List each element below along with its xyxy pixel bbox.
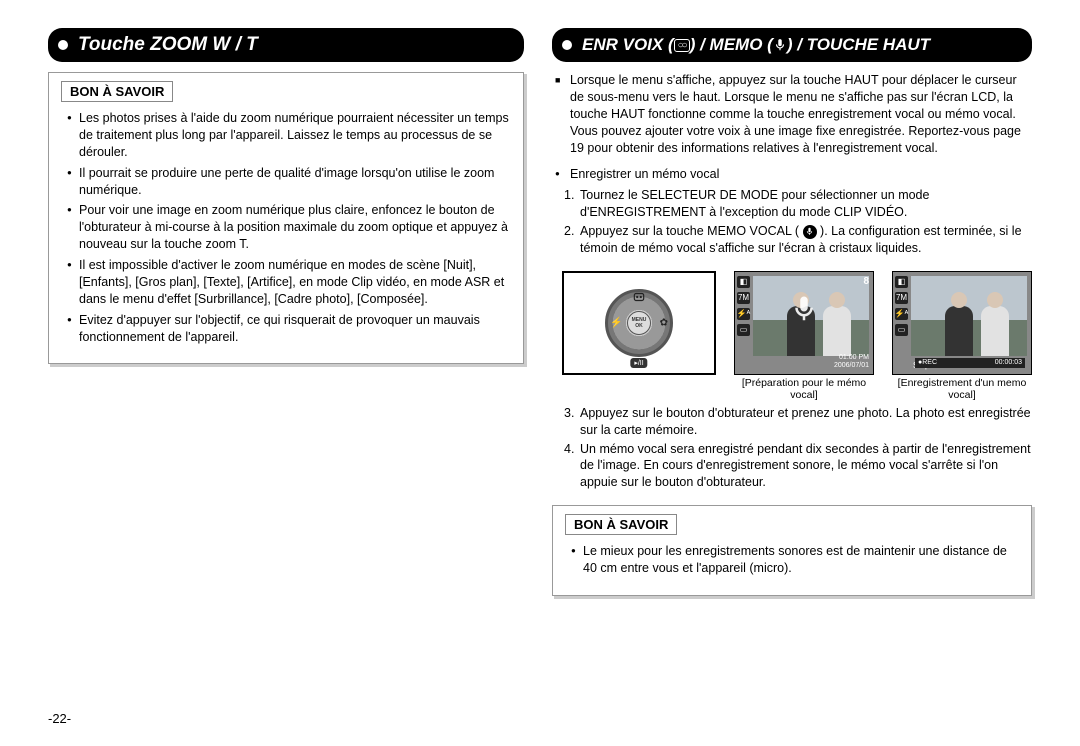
photo-preview: [911, 276, 1027, 356]
bullet-item: Le mieux pour les enregistrements sonore…: [571, 543, 1019, 577]
right-column: ENR VOIX ( ) / MEMO ( ) / TOUCHE HAUT Lo…: [552, 28, 1032, 726]
dial-bottom-icon: ▸/II: [630, 358, 647, 368]
dial-center: MENUOK: [627, 311, 651, 335]
left-header-text: Touche ZOOM W / T: [78, 34, 258, 56]
step-item: Un mémo vocal sera enregistré pendant di…: [580, 441, 1032, 492]
mode-icon: ◧: [895, 276, 908, 288]
right-header-c: ) / TOUCHE HAUT: [787, 35, 930, 55]
manual-page: Touche ZOOM W / T BON À SAVOIR Les photo…: [0, 0, 1080, 746]
right-info-box: BON À SAVOIR Le mieux pour les enregistr…: [552, 505, 1032, 596]
size-icon: 7M: [895, 292, 908, 304]
shots-remaining: 8: [863, 276, 869, 287]
mode-icon: ◧: [737, 276, 750, 288]
dial-left-icon: ⚡: [610, 317, 622, 328]
lcd-prep: ◧ 7M ⚡ᴬ ▭ 8 01:00 PM 2006/07/01 [Prépara…: [734, 271, 874, 401]
intro-paragraph: Lorsque le menu s'affiche, appuyez sur l…: [552, 72, 1032, 156]
lcd-left-icons: ◧ 7M ⚡ᴬ ▭: [895, 276, 908, 336]
bullet-item: Il pourrait se produire une perte de qua…: [67, 165, 511, 199]
lcd-screen-1: ◧ 7M ⚡ᴬ ▭ 8 01:00 PM 2006/07/01: [734, 271, 874, 375]
datetime: 01:00 PM 2006/07/01: [834, 354, 869, 369]
size-icon: 7M: [737, 292, 750, 304]
step-item: Appuyez sur le bouton d'obturateur et pr…: [580, 405, 1032, 439]
right-header: ENR VOIX ( ) / MEMO ( ) / TOUCHE HAUT: [552, 28, 1032, 62]
person-figure: [981, 306, 1009, 356]
page-number: -22-: [48, 711, 71, 726]
card-icon: ▭: [737, 324, 750, 336]
screen-illustrations: ⚡ ✿ MENUOK ▸/II ◧ 7M ⚡ᴬ: [562, 271, 1032, 401]
caption-2: [Enregistrement d'un memo vocal]: [892, 377, 1032, 401]
mic-icon: [803, 225, 817, 239]
mic-icon: [773, 38, 787, 52]
rec-time: 00:00:03: [995, 359, 1022, 366]
dial-right-icon: ✿: [660, 317, 668, 328]
steps-list-a: Tournez le SELECTEUR DE MODE pour sélect…: [552, 187, 1032, 257]
right-bullet-list: Le mieux pour les enregistrements sonore…: [565, 543, 1019, 577]
lcd-rec: ◧ 7M ⚡ᴬ ▭ Stop:Sh ●REC 00:00:03 [Enregis…: [892, 271, 1032, 401]
right-info-title: BON À SAVOIR: [565, 514, 677, 535]
dial-top-icon: [632, 290, 646, 307]
person-figure: [823, 306, 851, 356]
bullet-item: Les photos prises à l'aide du zoom numér…: [67, 110, 511, 161]
dial-box: ⚡ ✿ MENUOK ▸/II: [562, 271, 716, 375]
left-column: Touche ZOOM W / T BON À SAVOIR Les photo…: [48, 28, 524, 726]
right-header-a: ENR VOIX (: [582, 35, 674, 55]
bullet-item: Evitez d'appuyer sur l'objectif, ce qui …: [67, 312, 511, 346]
left-info-box: BON À SAVOIR Les photos prises à l'aide …: [48, 72, 524, 364]
tape-icon: [674, 39, 690, 52]
lcd-screen-2: ◧ 7M ⚡ᴬ ▭ Stop:Sh ●REC 00:00:03: [892, 271, 1032, 375]
mic-overlay-icon: [789, 294, 819, 332]
flash-icon: ⚡ᴬ: [895, 308, 908, 320]
step-item: Tournez le SELECTEUR DE MODE pour sélect…: [580, 187, 1032, 221]
left-header: Touche ZOOM W / T: [48, 28, 524, 62]
left-info-title: BON À SAVOIR: [61, 81, 173, 102]
right-header-b: ) / MEMO (: [690, 35, 773, 55]
left-bullet-list: Les photos prises à l'aide du zoom numér…: [61, 110, 511, 345]
rec-bar: ●REC 00:00:03: [915, 358, 1025, 368]
sub-title: Enregistrer un mémo vocal: [552, 166, 1032, 183]
person-figure: [945, 306, 973, 356]
bullet-item: Pour voir une image en zoom numérique pl…: [67, 202, 511, 253]
mode-dial: ⚡ ✿ MENUOK ▸/II: [605, 289, 673, 357]
card-icon: ▭: [895, 324, 908, 336]
rec-icon: ●REC: [918, 359, 937, 366]
bullet-item: Il est impossible d'activer le zoom numé…: [67, 257, 511, 308]
caption-1: [Préparation pour le mémo vocal]: [734, 377, 874, 401]
flash-icon: ⚡ᴬ: [737, 308, 750, 320]
step2-a: Appuyez sur la touche MEMO VOCAL (: [580, 224, 799, 238]
steps-list-b: Appuyez sur le bouton d'obturateur et pr…: [552, 405, 1032, 491]
step-item: Appuyez sur la touche MEMO VOCAL ( ). La…: [580, 223, 1032, 257]
lcd-left-icons: ◧ 7M ⚡ᴬ ▭: [737, 276, 750, 336]
dial-illustration: ⚡ ✿ MENUOK ▸/II: [562, 271, 716, 375]
